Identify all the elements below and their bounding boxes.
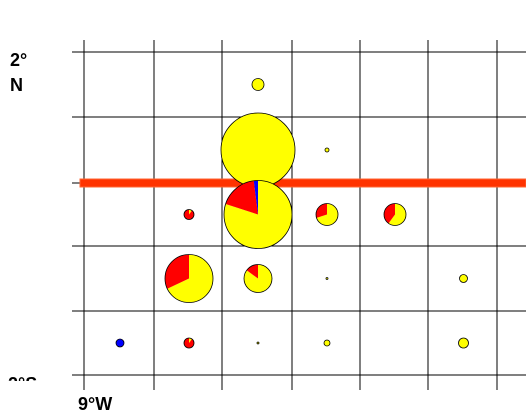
pie-slice: [221, 113, 295, 187]
pie-slice: [246, 264, 258, 279]
pie-outline: [243, 264, 273, 293]
pie-slice: [116, 339, 124, 347]
lat-label: 2°: [10, 50, 27, 70]
grid: [72, 40, 526, 390]
pie-slice: [253, 180, 258, 215]
pie-outline: [459, 274, 468, 283]
pie-outline: [315, 203, 339, 226]
pie-slice: [316, 203, 327, 218]
pie-slice: [183, 338, 194, 349]
pie-slice: [324, 340, 330, 346]
pie-outline: [323, 339, 331, 347]
pie-outline: [458, 337, 469, 349]
pie-slice: [459, 274, 468, 283]
pie-outline: [251, 78, 265, 91]
pie-outline: [183, 209, 195, 220]
pie-outline: [183, 337, 195, 349]
pie-outline: [164, 254, 214, 303]
lat-label: N: [10, 75, 23, 95]
pie-outline: [256, 341, 260, 345]
pie-slice: [167, 254, 214, 303]
pie-outline: [325, 277, 329, 280]
equator-line: [79, 178, 526, 188]
pie-slice: [325, 148, 329, 152]
pie-slice: [189, 209, 192, 215]
pie-slice: [458, 338, 469, 348]
pie-slice: [388, 203, 406, 226]
pie-slice: [189, 338, 192, 343]
lat-label: 2°S: [8, 374, 37, 394]
pie-slice: [384, 203, 395, 224]
pie-outline: [324, 147, 330, 153]
pie-slice: [225, 180, 258, 215]
pie-slice: [183, 209, 195, 220]
lon-label: 9°W: [78, 394, 112, 414]
pie-outline: [115, 338, 125, 348]
pie-outline: [383, 203, 407, 226]
pie-slice: [252, 78, 264, 91]
pie-slice: [316, 203, 339, 226]
pies: [115, 78, 469, 349]
pie-outline: [223, 180, 293, 249]
